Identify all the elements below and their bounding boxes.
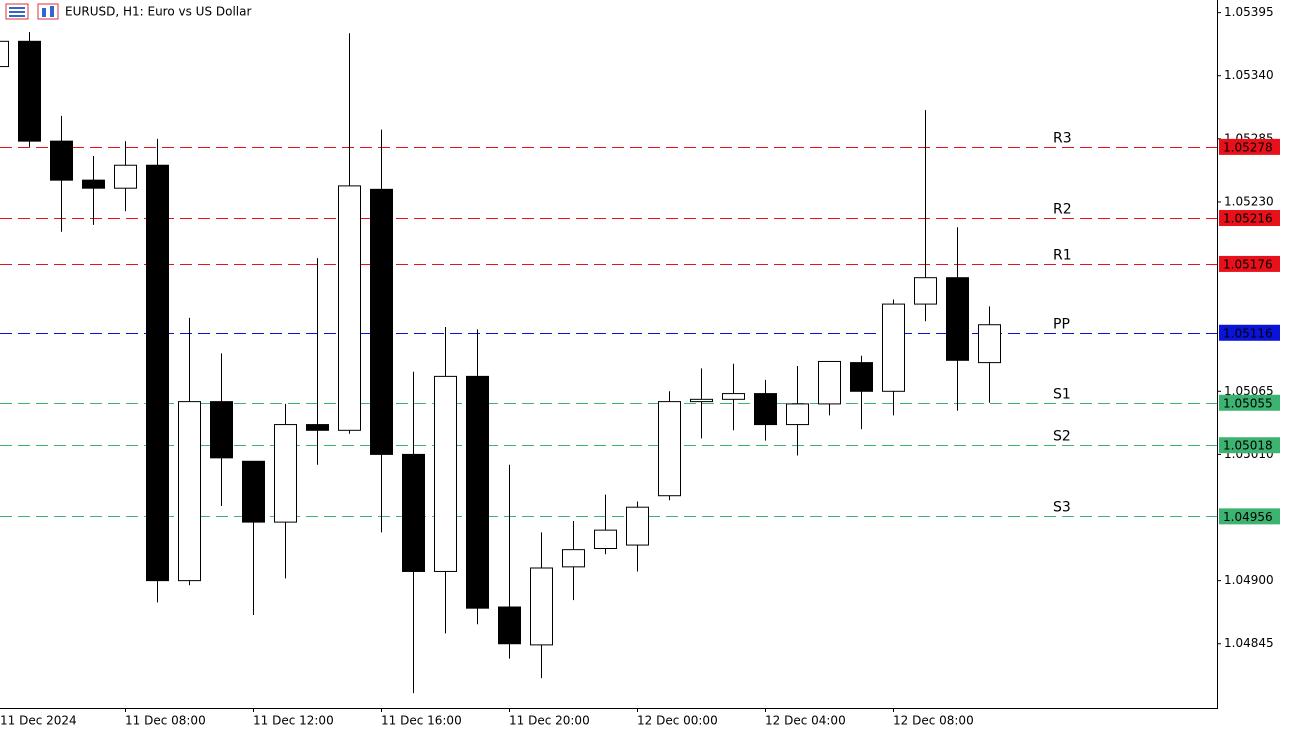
candle-body (498, 606, 521, 645)
candle-body (978, 324, 1001, 364)
candle-body (626, 506, 649, 546)
candle-body (370, 188, 393, 455)
x-tick-label: 11 Dec 20:00 (509, 714, 590, 728)
toolbar-icons (5, 3, 59, 20)
price-label-box (1219, 508, 1280, 525)
price-label: 1.04956 (1223, 510, 1273, 524)
candle-body (210, 401, 233, 459)
candle-body (0, 40, 9, 68)
candle-body (914, 277, 937, 305)
candle-body (850, 362, 873, 392)
y-tick-label: 1.05065 (1224, 384, 1274, 398)
x-tick-label: 12 Dec 04:00 (765, 714, 846, 728)
price-label-box (1219, 394, 1280, 411)
candle-body (178, 401, 201, 582)
icon (9, 7, 25, 9)
candle-body (306, 424, 329, 431)
x-tick-label: 11 Dec 2024 (0, 714, 77, 728)
price-label-box (1219, 210, 1280, 227)
price-label: 1.05216 (1223, 212, 1273, 226)
x-tick-label: 12 Dec 00:00 (637, 714, 718, 728)
candle-body (562, 549, 585, 568)
x-tick-label: 11 Dec 12:00 (253, 714, 334, 728)
candle-body (18, 40, 41, 142)
x-tick-label: 12 Dec 08:00 (893, 714, 974, 728)
candle-body (402, 453, 425, 572)
y-tick-label: 1.04845 (1224, 636, 1274, 650)
icon (42, 8, 46, 17)
candle-body (434, 375, 457, 572)
candle-body (242, 460, 265, 523)
x-tick-label: 11 Dec 16:00 (381, 714, 462, 728)
pivot-level-name: S2 (1053, 429, 1071, 445)
y-tick-label: 1.04900 (1224, 573, 1274, 587)
candle-body (722, 393, 745, 400)
price-label: 1.05278 (1223, 140, 1273, 154)
pivot-level-name: S1 (1053, 387, 1071, 403)
candle-body (786, 403, 809, 426)
y-tick-label: 1.05395 (1224, 5, 1274, 19)
price-label-box (1219, 138, 1280, 155)
candle-body (274, 424, 297, 523)
pivot-level-name: PP (1053, 317, 1070, 333)
pivot-level-name: S3 (1053, 500, 1071, 516)
candle-body (658, 401, 681, 497)
price-label-box (1219, 324, 1280, 341)
price-label-box (1219, 255, 1280, 272)
price-label: 1.05176 (1223, 257, 1273, 271)
candle-body (338, 185, 361, 431)
price-label: 1.05018 (1223, 439, 1273, 453)
candle-body (530, 567, 553, 646)
icon (9, 11, 25, 13)
x-tick-label: 11 Dec 08:00 (125, 714, 206, 728)
icon (37, 3, 59, 20)
candle-body (594, 529, 617, 549)
price-label: 1.05116 (1223, 326, 1273, 340)
price-label: 1.05055 (1223, 396, 1273, 410)
icon (9, 15, 25, 17)
candle-body (50, 140, 73, 181)
pivot-level-name: R2 (1053, 202, 1072, 218)
candle-body (946, 277, 969, 361)
candle-body (146, 164, 169, 582)
price-label-box (1219, 437, 1280, 454)
chart-title: EURUSD, H1: Euro vs US Dollar (65, 5, 251, 19)
candle-body (882, 303, 905, 392)
pivot-level-name: R1 (1053, 248, 1072, 264)
candle-body (690, 398, 713, 403)
pivot-level-name: R3 (1053, 131, 1072, 147)
candle-body (82, 179, 105, 189)
candle-body (466, 375, 489, 609)
candle-body (114, 164, 137, 189)
icon (50, 6, 54, 17)
y-tick-label: 1.05230 (1224, 194, 1274, 208)
candle-body (754, 393, 777, 426)
candle-body (818, 360, 841, 405)
y-tick-label: 1.05340 (1224, 68, 1274, 82)
